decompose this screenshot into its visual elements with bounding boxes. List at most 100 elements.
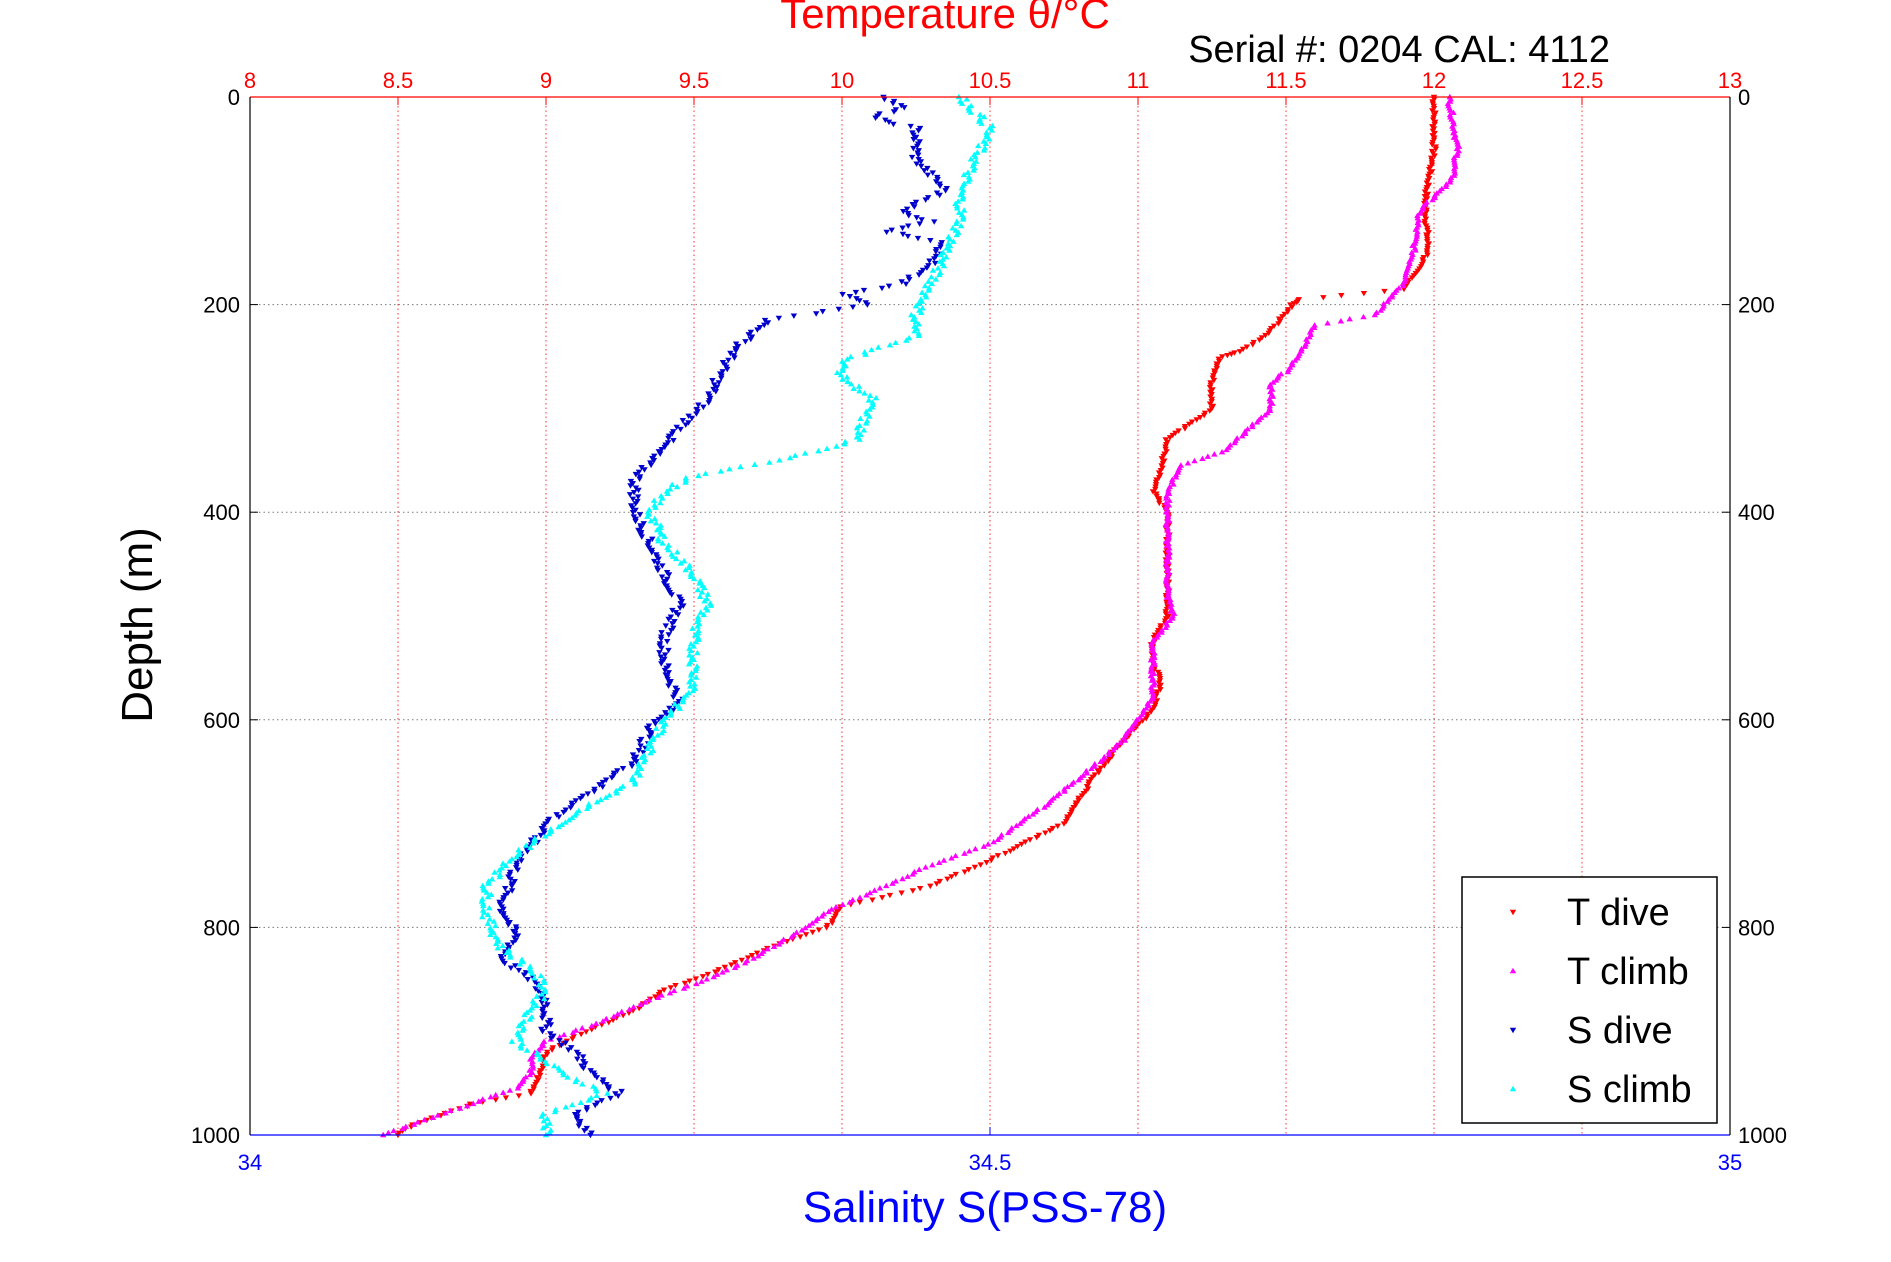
data-point-s-climb bbox=[946, 247, 953, 253]
data-point-t-climb bbox=[1411, 244, 1419, 251]
data-point-t-climb bbox=[1191, 457, 1198, 464]
data-point-t-climb bbox=[935, 859, 943, 866]
data-point-s-climb bbox=[776, 457, 783, 463]
data-point-t-dive bbox=[977, 862, 984, 868]
data-point-s-dive bbox=[885, 283, 893, 290]
data-point-t-dive bbox=[1142, 716, 1150, 722]
data-point-t-dive bbox=[1042, 830, 1049, 836]
data-point-s-climb bbox=[538, 991, 546, 997]
data-point-s-climb bbox=[648, 743, 655, 749]
data-point-s-climb bbox=[939, 256, 947, 262]
data-point-s-climb bbox=[665, 546, 672, 553]
data-point-t-climb bbox=[1399, 282, 1407, 289]
data-point-s-climb bbox=[837, 371, 845, 378]
depth-tick-label-right: 600 bbox=[1738, 708, 1775, 733]
data-point-t-dive bbox=[1429, 142, 1436, 148]
series-t-climb bbox=[380, 93, 1463, 1138]
data-point-t-dive bbox=[1408, 275, 1416, 281]
data-point-s-dive bbox=[882, 117, 889, 124]
data-point-s-dive bbox=[927, 238, 934, 244]
data-point-t-climb bbox=[592, 1020, 600, 1026]
data-point-s-climb bbox=[690, 656, 697, 662]
data-point-t-climb bbox=[1360, 313, 1367, 320]
data-point-s-climb bbox=[572, 1078, 579, 1085]
data-point-s-climb bbox=[964, 169, 972, 175]
data-point-s-climb bbox=[701, 584, 708, 591]
data-point-t-climb bbox=[1284, 368, 1292, 375]
data-point-s-dive bbox=[926, 258, 933, 264]
data-point-t-climb bbox=[1149, 643, 1156, 649]
salinity-tick-label: 34.5 bbox=[969, 1150, 1012, 1175]
data-point-s-dive bbox=[649, 536, 656, 543]
data-point-s-dive bbox=[655, 716, 662, 723]
data-point-s-dive bbox=[852, 289, 860, 296]
data-point-t-climb bbox=[1165, 533, 1172, 540]
data-point-t-climb bbox=[1170, 481, 1177, 487]
data-point-s-climb bbox=[967, 109, 974, 115]
data-point-t-climb bbox=[560, 1031, 568, 1038]
data-point-s-climb bbox=[672, 555, 680, 562]
data-point-t-climb bbox=[1310, 324, 1318, 330]
data-point-s-climb bbox=[697, 609, 704, 615]
data-point-t-climb bbox=[1166, 617, 1174, 623]
data-point-s-climb bbox=[657, 718, 665, 725]
data-point-s-dive bbox=[635, 527, 642, 534]
data-point-s-climb bbox=[685, 660, 693, 667]
data-point-s-climb bbox=[903, 337, 910, 343]
data-point-t-climb bbox=[526, 1071, 534, 1078]
data-point-s-dive bbox=[915, 128, 922, 134]
data-point-s-climb bbox=[658, 531, 665, 537]
data-point-s-climb bbox=[664, 490, 671, 496]
data-point-t-dive bbox=[1022, 839, 1029, 845]
data-point-s-climb bbox=[543, 1122, 550, 1129]
data-point-t-climb bbox=[1218, 448, 1226, 455]
data-point-s-climb bbox=[534, 1051, 541, 1058]
data-point-t-climb bbox=[1151, 654, 1158, 661]
data-point-s-dive bbox=[727, 350, 734, 357]
depth-tick-label-left: 1000 bbox=[191, 1123, 240, 1148]
data-point-s-dive bbox=[663, 712, 670, 718]
data-point-s-climb bbox=[506, 858, 513, 864]
data-point-s-dive bbox=[931, 260, 939, 267]
data-point-s-dive bbox=[918, 217, 925, 223]
data-point-s-climb bbox=[537, 1056, 544, 1062]
data-point-t-dive bbox=[1338, 293, 1345, 299]
data-point-s-climb bbox=[479, 896, 486, 902]
data-point-s-dive bbox=[605, 1086, 612, 1093]
data-point-t-climb bbox=[909, 871, 916, 877]
data-point-t-climb bbox=[610, 1013, 618, 1019]
data-point-s-dive bbox=[906, 276, 913, 283]
data-point-s-dive bbox=[608, 775, 616, 781]
data-point-t-dive bbox=[815, 927, 823, 933]
depth-tick-label-left: 400 bbox=[203, 500, 240, 525]
data-point-s-dive bbox=[917, 159, 925, 165]
data-point-s-dive bbox=[890, 121, 897, 128]
data-point-s-climb bbox=[978, 120, 985, 126]
data-point-s-climb bbox=[928, 280, 936, 287]
data-point-t-climb bbox=[1162, 624, 1170, 631]
data-point-t-climb bbox=[1371, 311, 1379, 318]
data-point-s-dive bbox=[635, 469, 643, 476]
data-point-s-climb bbox=[616, 785, 624, 791]
data-point-s-climb bbox=[516, 851, 523, 857]
data-point-t-dive bbox=[437, 1113, 445, 1119]
data-point-s-climb bbox=[932, 276, 940, 282]
data-point-s-climb bbox=[737, 463, 744, 470]
data-point-t-climb bbox=[447, 1107, 454, 1114]
data-point-t-climb bbox=[1064, 783, 1071, 790]
data-point-s-dive bbox=[636, 476, 643, 482]
data-point-s-climb bbox=[503, 949, 510, 956]
data-point-t-dive bbox=[609, 1017, 617, 1024]
data-point-s-climb bbox=[850, 385, 857, 392]
data-point-t-dive bbox=[1105, 758, 1112, 765]
data-point-s-dive bbox=[754, 327, 761, 333]
data-point-s-climb bbox=[496, 867, 503, 873]
data-point-s-climb bbox=[502, 862, 510, 869]
data-point-t-climb bbox=[802, 924, 809, 931]
data-point-s-dive bbox=[640, 750, 647, 756]
data-point-s-dive bbox=[575, 1123, 583, 1129]
data-point-s-dive bbox=[507, 876, 514, 883]
temperature-tick-label: 8.5 bbox=[383, 68, 414, 93]
data-point-s-dive bbox=[668, 431, 676, 437]
data-point-s-climb bbox=[908, 311, 915, 318]
